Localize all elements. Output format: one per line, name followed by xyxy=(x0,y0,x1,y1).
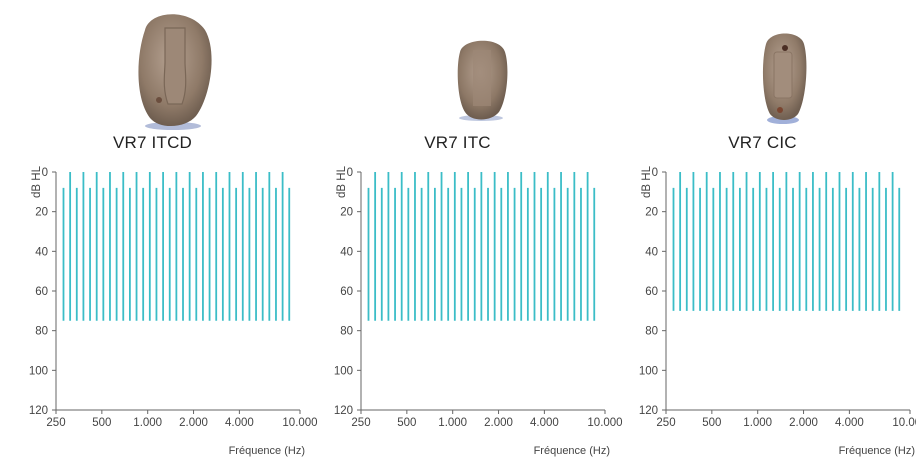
y-tick-label: 60 xyxy=(35,286,48,298)
x-tick-label: 10.000 xyxy=(587,417,622,429)
x-axis-label: Fréquence (Hz) xyxy=(229,445,305,457)
y-tick-label: 20 xyxy=(35,207,48,219)
audiogram-chart-cic: dB HL 0 20 40 60 80 100 120 250 500 1.000 2.000 4.… xyxy=(639,165,916,457)
x-tick-label: 250 xyxy=(351,417,370,429)
hearing-aid-image-cic xyxy=(762,33,807,124)
x-tick-label: 1.000 xyxy=(438,417,467,429)
chart-panel-cic: VR7 CIC dB HL 0 20 40 60 80 100 120 250 500 1.00… xyxy=(610,0,916,459)
y-axis-label: dB HL xyxy=(31,165,43,198)
y-tick-label: 120 xyxy=(29,405,48,417)
hearing-aid-image-itc xyxy=(457,40,508,121)
y-tick-label: 0 xyxy=(347,167,353,179)
y-tick-label: 100 xyxy=(639,365,658,377)
y-tick-label: 60 xyxy=(340,286,353,298)
x-tick-label: 4.000 xyxy=(225,417,254,429)
x-axis-label: Fréquence (Hz) xyxy=(839,445,915,457)
x-tick-label: 500 xyxy=(397,417,416,429)
x-tick-label: 250 xyxy=(46,417,65,429)
y-tick-label: 80 xyxy=(340,326,353,338)
x-tick-label: 500 xyxy=(92,417,111,429)
y-tick-label: 20 xyxy=(645,207,658,219)
x-tick-label: 2.000 xyxy=(179,417,208,429)
y-tick-label: 60 xyxy=(645,286,658,298)
x-tick-label: 2.000 xyxy=(789,417,818,429)
y-tick-label: 80 xyxy=(35,326,48,338)
x-tick-label: 2.000 xyxy=(484,417,513,429)
chart-title: VR7 ITCD xyxy=(112,133,193,152)
x-tick-label: 4.000 xyxy=(835,417,864,429)
x-tick-label: 250 xyxy=(656,417,675,429)
x-tick-label: 10.000 xyxy=(892,417,916,429)
x-tick-label: 500 xyxy=(702,417,721,429)
y-tick-label: 80 xyxy=(645,326,658,338)
y-tick-label: 120 xyxy=(334,405,353,417)
x-tick-label: 1.000 xyxy=(133,417,162,429)
hearing-aid-image-itcd xyxy=(138,14,212,130)
y-tick-label: 20 xyxy=(340,207,353,219)
x-tick-label: 1.000 xyxy=(743,417,772,429)
y-axis-label: dB HL xyxy=(641,165,653,198)
y-tick-label: 0 xyxy=(652,167,658,179)
audiogram-chart-itcd: dB HL 0 20 40 60 80 100 120 250 500 1.000 2.000 4.… xyxy=(29,165,318,457)
y-tick-label: 40 xyxy=(35,246,48,258)
y-tick-label: 100 xyxy=(334,365,353,377)
y-tick-label: 100 xyxy=(29,365,48,377)
y-tick-label: 0 xyxy=(42,167,48,179)
chart-title: VR7 CIC xyxy=(728,133,797,152)
y-tick-label: 40 xyxy=(340,246,353,258)
x-tick-label: 10.000 xyxy=(282,417,317,429)
audiogram-chart-itc: dB HL 0 20 40 60 80 100 120 250 500 1.000 2.000 4.… xyxy=(334,165,623,457)
y-tick-label: 40 xyxy=(645,246,658,258)
chart-panel-itc: VR7 ITC dB HL 0 20 40 60 80 100 120 250 500 1.00… xyxy=(305,0,623,459)
chart-panel-itcd: VR7 ITCD dB HL 0 20 40 60 80 100 120 250 500 1.0… xyxy=(0,0,318,459)
chart-title: VR7 ITC xyxy=(424,133,491,152)
y-axis-label: dB HL xyxy=(336,165,348,198)
y-tick-label: 120 xyxy=(639,405,658,417)
x-tick-label: 4.000 xyxy=(530,417,559,429)
x-axis-label: Fréquence (Hz) xyxy=(534,445,610,457)
